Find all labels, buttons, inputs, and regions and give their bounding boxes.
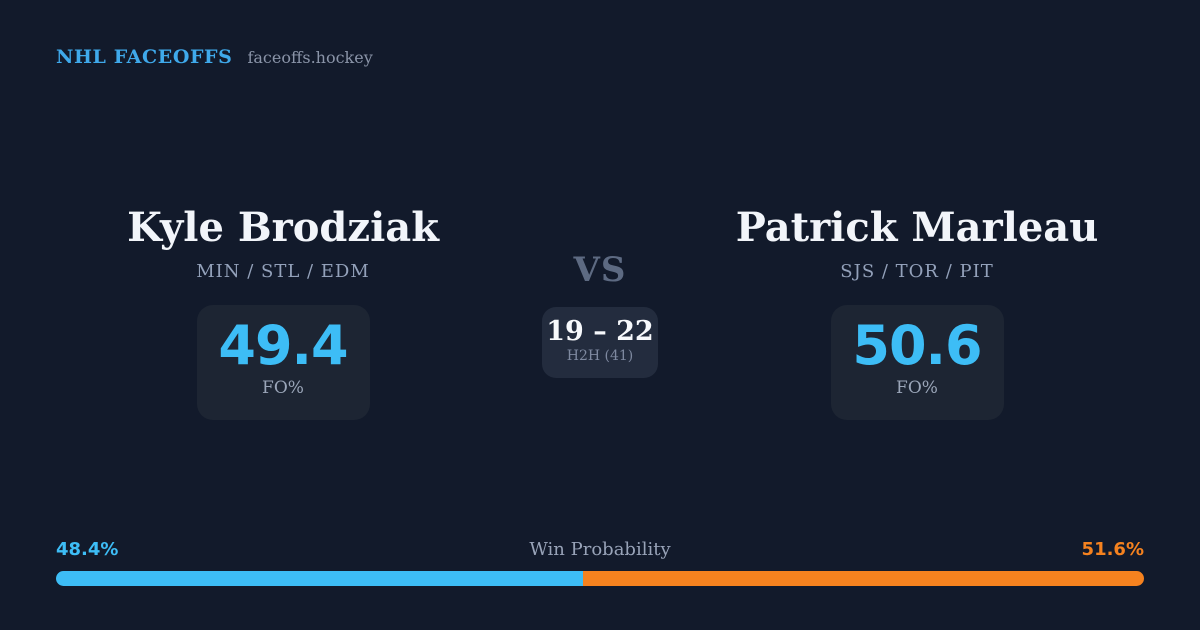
player-left-name: Kyle Brodziak <box>127 204 439 251</box>
brand-title: NHL FACEOFFS <box>56 46 233 68</box>
player-left-fo-label: FO% <box>262 378 304 398</box>
h2h-label: H2H (41) <box>566 348 634 364</box>
h2h-box: 19 – 22 H2H (41) <box>542 307 658 378</box>
win-probability-section: 48.4% Win Probability 51.6% <box>56 538 1144 586</box>
h2h-score: 19 – 22 <box>546 316 654 347</box>
win-probability-bar <box>56 571 1144 586</box>
player-right-fo-label: FO% <box>896 378 938 398</box>
player-right-fo-value: 50.6 <box>852 314 982 377</box>
site-domain: faceoffs.hockey <box>247 48 373 67</box>
player-right-fo-box: 50.6 FO% <box>830 305 1004 420</box>
player-right-column: Patrick Marleau SJS / TOR / PIT 50.6 FO% <box>734 205 1100 420</box>
win-bar-right-segment <box>582 571 1144 586</box>
win-probability-labels: 48.4% Win Probability 51.6% <box>56 538 1144 562</box>
player-left-fo-box: 49.4 FO% <box>196 305 370 420</box>
vs-column: VS 19 – 22 H2H (41) <box>500 205 700 378</box>
header: NHL FACEOFFS faceoffs.hockey <box>56 46 373 68</box>
win-bar-left-segment <box>56 571 583 586</box>
player-left-teams: MIN / STL / EDM <box>196 261 370 282</box>
player-right-name: Patrick Marleau <box>735 204 1099 251</box>
win-probability-right-pct: 51.6% <box>1081 539 1144 560</box>
player-left-fo-value: 49.4 <box>218 314 348 377</box>
vs-label: VS <box>573 250 627 290</box>
win-probability-left-pct: 48.4% <box>56 539 119 560</box>
player-right-teams: SJS / TOR / PIT <box>840 261 994 282</box>
win-probability-title: Win Probability <box>529 539 671 560</box>
player-left-column: Kyle Brodziak MIN / STL / EDM 49.4 FO% <box>100 205 466 420</box>
